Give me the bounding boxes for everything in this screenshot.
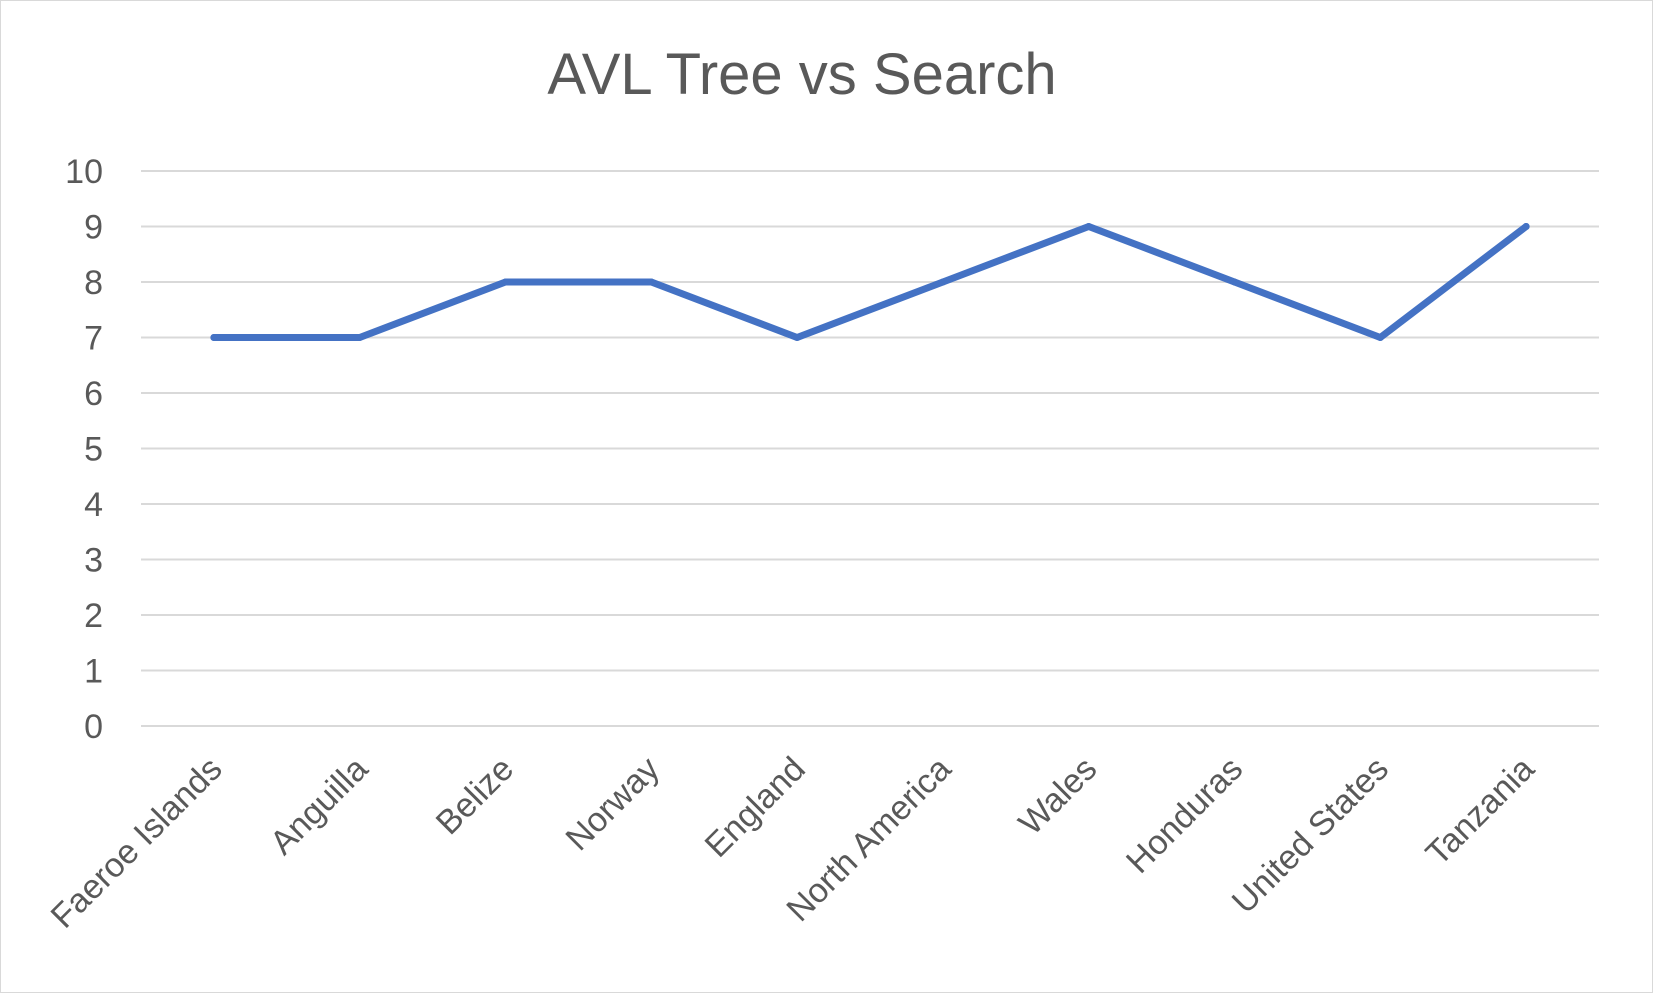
y-tick-label: 5 bbox=[84, 431, 103, 469]
data-point bbox=[1231, 278, 1238, 286]
y-tick-label: 4 bbox=[84, 486, 103, 524]
x-tick-label: Faeroe Islands bbox=[44, 750, 230, 936]
x-tick-label: Anguilla bbox=[263, 750, 375, 862]
data-point bbox=[502, 278, 509, 286]
y-tick-label: 7 bbox=[84, 320, 103, 358]
y-tick-label: 2 bbox=[84, 597, 103, 635]
x-tick-label: Belize bbox=[429, 750, 521, 842]
y-tick-label: 6 bbox=[84, 375, 103, 413]
data-point bbox=[793, 334, 801, 341]
x-tick-label: England bbox=[698, 750, 813, 865]
data-point bbox=[1522, 223, 1530, 230]
y-tick-label: 0 bbox=[84, 708, 103, 746]
y-tick-label: 3 bbox=[84, 542, 103, 580]
y-axis-tick-labels: 0 1 2 3 4 5 6 7 8 9 10 bbox=[65, 153, 103, 746]
series-line bbox=[210, 223, 1530, 341]
y-tick-label: 1 bbox=[84, 653, 103, 691]
data-point bbox=[1085, 223, 1093, 230]
x-tick-label: United States bbox=[1225, 750, 1396, 921]
data-point bbox=[647, 278, 655, 286]
x-tick-label: Tanzania bbox=[1419, 750, 1542, 873]
data-point bbox=[210, 334, 218, 341]
y-tick-label: 8 bbox=[84, 264, 103, 302]
chart-title: AVL Tree vs Search bbox=[547, 42, 1057, 107]
y-tick-label: 10 bbox=[65, 153, 103, 191]
data-point bbox=[356, 334, 364, 341]
data-point bbox=[1376, 334, 1384, 341]
y-tick-label: 9 bbox=[84, 209, 103, 247]
gridlines bbox=[141, 170, 1599, 727]
x-tick-label: Wales bbox=[1012, 750, 1105, 843]
x-tick-label: Honduras bbox=[1119, 750, 1250, 881]
series-layer bbox=[210, 223, 1530, 341]
data-point bbox=[939, 278, 947, 286]
x-axis-tick-labels: Faeroe Islands Anguilla Belize Norway Englan… bbox=[44, 750, 1542, 936]
x-tick-label: Norway bbox=[559, 750, 667, 858]
